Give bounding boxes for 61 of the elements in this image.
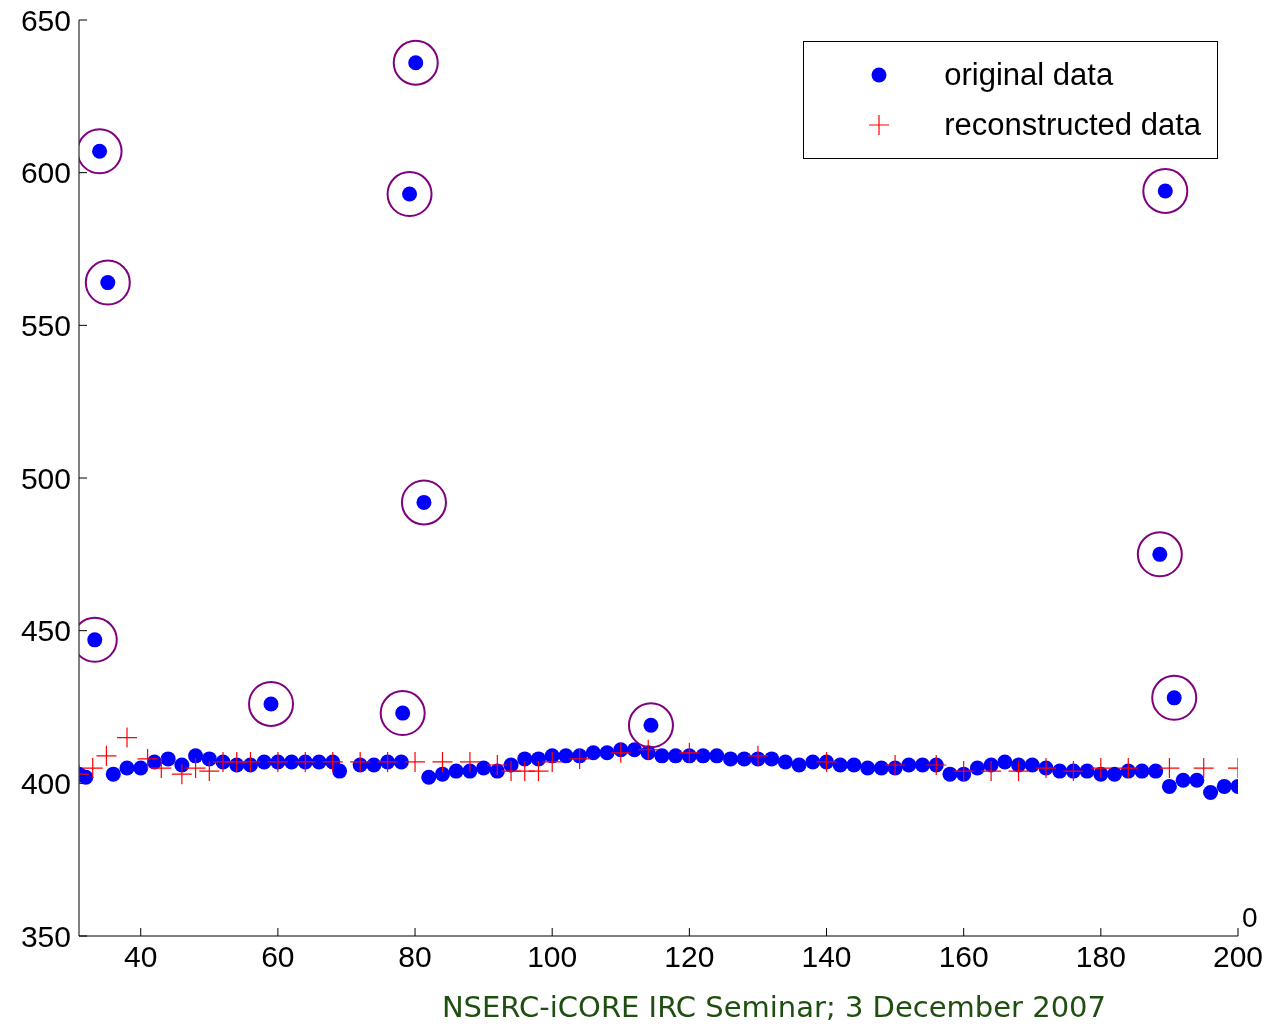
y-tick-label: 600 [20, 156, 71, 190]
text: 0 [1242, 902, 1258, 934]
point [349, 751, 371, 773]
legend-label: reconstructed data [944, 107, 1201, 143]
x-tick-label: 160 [938, 940, 989, 974]
point [171, 763, 193, 785]
point [150, 757, 172, 779]
x-tick-label: 80 [398, 940, 432, 974]
point [1158, 757, 1181, 779]
legend-label: original data [944, 57, 1114, 93]
point [1136, 531, 1183, 578]
x-tick-label: 200 [1212, 940, 1264, 974]
point [541, 751, 563, 773]
point [1007, 760, 1030, 782]
point [884, 754, 906, 776]
point [459, 751, 481, 773]
point [239, 751, 262, 773]
x-tick-label: 100 [527, 940, 578, 974]
point [527, 760, 550, 782]
point [815, 751, 838, 773]
point [95, 745, 118, 767]
point [980, 760, 1002, 782]
point [1151, 674, 1198, 721]
point [627, 702, 674, 749]
point [1142, 167, 1189, 214]
point [386, 171, 433, 218]
y-tick-label: 400 [20, 766, 71, 800]
text: NSERC-iCORE IRC Seminar; 3 December 2007 [440, 990, 1106, 1024]
point [1117, 757, 1139, 779]
point [184, 757, 207, 779]
x-tick-label: 140 [801, 940, 852, 974]
y-tick-label: 350 [20, 919, 71, 953]
x-tick-label: 60 [261, 940, 295, 974]
point [1090, 757, 1112, 779]
point [431, 751, 454, 773]
y-tick-label: 500 [20, 461, 71, 495]
point [610, 742, 632, 764]
point [248, 680, 295, 727]
x-tick-label: 180 [1075, 940, 1126, 974]
point [953, 760, 975, 782]
x-tick-label: 40 [124, 940, 158, 974]
point [116, 726, 138, 749]
y-tick-label: 450 [20, 614, 71, 648]
point [379, 690, 426, 737]
y-tick-label: 650 [20, 3, 71, 37]
point [82, 757, 104, 779]
y-tick-label: 550 [20, 308, 71, 342]
point [84, 259, 131, 306]
point [1193, 757, 1215, 779]
point [1062, 760, 1085, 782]
point [569, 748, 591, 770]
point [678, 742, 700, 764]
point [392, 39, 439, 86]
point [404, 751, 426, 773]
point [747, 745, 769, 767]
point [136, 748, 159, 770]
point [198, 760, 220, 782]
x-tick-label: 120 [664, 940, 715, 974]
point [486, 754, 508, 776]
point [637, 739, 659, 761]
point [400, 479, 447, 526]
